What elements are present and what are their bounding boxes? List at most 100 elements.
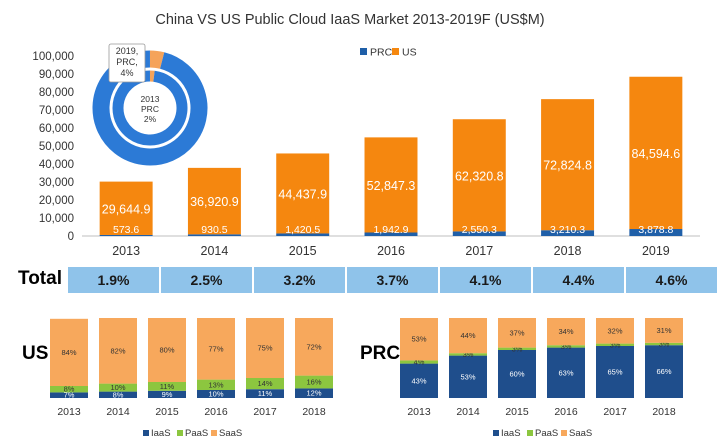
bar-iaas xyxy=(645,345,683,398)
x-tick-label: 2018 xyxy=(554,244,582,258)
bar-iaas xyxy=(596,346,634,398)
bar-paas xyxy=(645,342,683,346)
legend-swatch xyxy=(561,430,567,436)
bar-saas xyxy=(547,318,585,346)
x-tick-label: 2013 xyxy=(407,406,431,418)
data-label-paas: 11% xyxy=(160,382,175,391)
x-tick-label: 2016 xyxy=(377,244,405,258)
data-label-saas: 53% xyxy=(411,335,426,344)
bar-prc xyxy=(276,233,330,236)
bar-iaas xyxy=(400,363,438,398)
x-axis: 2013 2014 2015 2016 2017 2018 2019 xyxy=(112,244,670,258)
bar-paas xyxy=(449,353,487,356)
bar-saas xyxy=(400,318,438,361)
donut-slice-prc xyxy=(149,50,165,69)
legend-label: SaaS xyxy=(569,428,592,439)
legend-swatch xyxy=(360,48,367,55)
x-tick-label: 2013 xyxy=(57,406,81,418)
data-label-saas: 82% xyxy=(110,346,125,355)
bar-us xyxy=(629,76,683,230)
x-tick-label: 2014 xyxy=(201,244,229,258)
prc-mix-chart: 43% 4% 53% 2013 53% 3% 44% 2014 60% 3% 37% 2015 63% 3… xyxy=(400,318,683,439)
data-label-saas: 44% xyxy=(460,331,475,340)
bar-iaas xyxy=(295,388,333,398)
bar-iaas xyxy=(50,392,88,398)
data-label-iaas: 10% xyxy=(208,390,223,399)
total-cell: 1.9% xyxy=(68,267,159,293)
bar-paas xyxy=(99,383,137,392)
data-label-paas: 4% xyxy=(414,358,425,367)
data-label-us: 36,920.9 xyxy=(190,195,239,209)
y-tick-label: 30,000 xyxy=(39,177,74,189)
bar-prc xyxy=(187,234,241,236)
data-label-paas: 3% xyxy=(659,340,670,349)
bar-saas xyxy=(596,318,634,344)
legend-label: PaaS xyxy=(535,428,558,439)
data-label-iaas: 63% xyxy=(558,368,573,377)
bar-prc xyxy=(629,229,683,236)
donut-callout-text: 4% xyxy=(120,68,133,78)
x-tick-label: 2018 xyxy=(652,406,676,418)
x-tick-label: 2015 xyxy=(289,244,317,258)
data-label-saas: 37% xyxy=(509,328,524,337)
total-cell: 4.1% xyxy=(440,267,531,293)
bar-us xyxy=(276,153,330,234)
data-label-iaas: 66% xyxy=(656,367,671,376)
x-tick-label: 2015 xyxy=(155,406,179,418)
y-tick-label: 0 xyxy=(68,231,74,243)
bar-iaas xyxy=(547,347,585,398)
legend-label: PRC xyxy=(370,47,393,59)
data-label-paas: 10% xyxy=(110,383,125,392)
data-label-paas: 3% xyxy=(463,350,474,359)
x-tick-label: 2013 xyxy=(112,244,140,258)
data-label-saas: 32% xyxy=(607,326,622,335)
bar-iaas xyxy=(246,389,284,398)
bar-iaas xyxy=(498,350,536,398)
donut-callout-box xyxy=(108,43,146,83)
bar-prc xyxy=(364,232,418,236)
data-label-iaas: 8% xyxy=(113,390,124,399)
donut-inner-label: 2013 xyxy=(141,94,160,104)
bar-saas xyxy=(645,318,683,343)
x-tick-label: 2016 xyxy=(554,406,578,418)
y-tick-label: 90,000 xyxy=(39,69,74,81)
data-label-paas: 3% xyxy=(512,344,523,353)
bar-saas xyxy=(50,318,88,386)
bars: 29,644.9 573.6 36,920.9 930.5 44,437.9 1,420.… xyxy=(99,76,683,236)
legend-label: IaaS xyxy=(151,428,171,439)
bar-us xyxy=(99,181,153,235)
x-tick-label: 2019 xyxy=(642,244,670,258)
bar-paas xyxy=(197,379,235,390)
data-label-paas: 3% xyxy=(561,342,572,351)
bar-saas xyxy=(197,318,235,380)
main-stacked-bar-chart: China VS US Public Cloud IaaS Market 201… xyxy=(32,12,700,258)
legend-swatch xyxy=(527,430,533,436)
total-cell: 4.6% xyxy=(626,267,717,293)
data-label-us: 84,594.6 xyxy=(632,147,681,161)
legend-swatch xyxy=(143,430,149,436)
data-label-iaas: 12% xyxy=(306,389,321,398)
data-label-iaas: 53% xyxy=(460,372,475,381)
data-label-paas: 3% xyxy=(610,340,621,349)
bar-paas xyxy=(547,345,585,348)
data-label-iaas: 7% xyxy=(64,391,75,400)
total-label: Total xyxy=(18,268,62,289)
data-label-iaas: 65% xyxy=(607,368,622,377)
total-row: Total 1.9% 2.5% 3.2% 3.7% 4.1% 4.4% 4.6% xyxy=(0,266,720,294)
data-label-iaas: 11% xyxy=(258,389,273,398)
bar-us xyxy=(187,167,241,235)
legend-label: IaaS xyxy=(501,428,521,439)
y-tick-label: 60,000 xyxy=(39,123,74,135)
bar-saas xyxy=(99,318,137,384)
data-label-iaas: 9% xyxy=(162,390,173,399)
data-label-saas: 77% xyxy=(208,344,223,353)
y-tick-label: 10,000 xyxy=(39,213,74,225)
bar-us xyxy=(541,99,595,231)
bar-paas xyxy=(246,378,284,390)
donut-callout-text: 2019, xyxy=(116,46,139,56)
data-label-us: 62,320.8 xyxy=(455,169,504,183)
us-section-label: US xyxy=(22,343,49,364)
legend-swatch xyxy=(211,430,217,436)
x-tick-label: 2017 xyxy=(603,406,627,418)
donut-slice-us xyxy=(112,70,188,146)
